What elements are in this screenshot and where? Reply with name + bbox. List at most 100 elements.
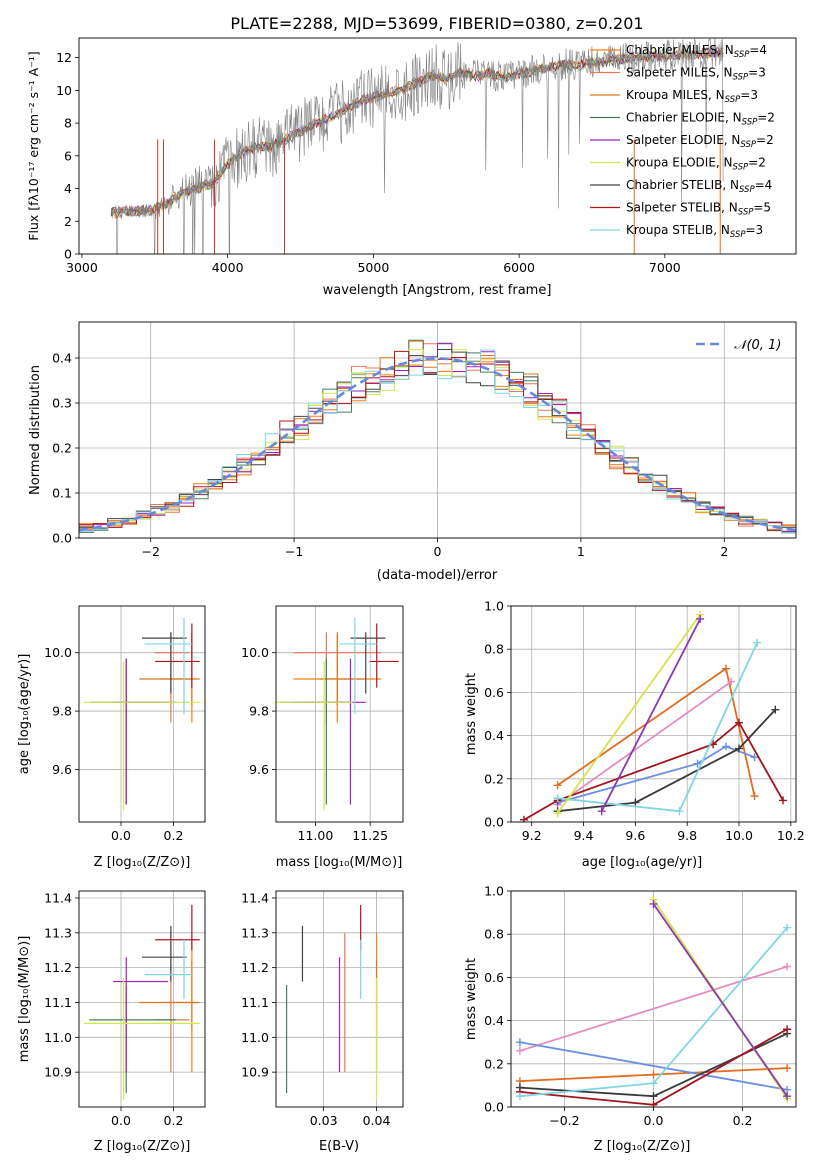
mass-weight-marker [771, 705, 780, 714]
mass-weight-line [557, 680, 732, 806]
mass-weight-marker [649, 1100, 658, 1107]
mass-weight-marker [553, 809, 562, 818]
mass-weight-marker [515, 1046, 524, 1055]
legend-label-main: Chabrier MILES, N [626, 43, 734, 57]
mass-vs-Z-ytick-label: 11.4 [44, 890, 72, 905]
weight-vs-age-xlabel: age [log₁₀(age/yr)] [582, 855, 703, 870]
mass-weight-marker [515, 1092, 524, 1101]
legend-label: Salpeter ELODIE, NSSP=2 [626, 133, 774, 150]
mass-weight-marker [722, 664, 731, 673]
weight-vs-Z-ytick-label: 0.2 [484, 1056, 504, 1071]
mass-vs-Z-ytick-label: 11.0 [44, 1030, 72, 1045]
mass-weight-marker [631, 798, 640, 807]
weight-vs-age-xtick-label: 10.2 [777, 828, 805, 843]
legend-label: Kroupa ELODIE, NSSP=2 [626, 156, 766, 173]
age-vs-Z-frame [78, 605, 206, 823]
mass-vs-Z-frame [78, 890, 206, 1108]
residuals-panel: −2 −1 0 1 2 0.0 0.1 0.2 0.3 0.4 𝒩(0, 1) [52, 321, 797, 559]
mass-vs-Z-xlabel: Z [log₁₀(Z/Z⊙)] [94, 1139, 191, 1154]
legend-label: Chabrier ELODIE, NSSP=2 [626, 111, 775, 128]
weight-vs-age-ytick-label: 0.6 [484, 685, 504, 700]
residuals-xlabel: (data-model)/error [377, 568, 498, 583]
mass-weight-marker [649, 1070, 658, 1079]
mass-weight-marker [675, 807, 684, 816]
age-vs-Z-ytick-label: 9.8 [52, 704, 72, 719]
spectrum-ytick-label: 12 [56, 50, 72, 65]
spectrum-ytick-label: 10 [56, 83, 72, 98]
mass-weight-marker [597, 807, 606, 816]
mass-weight-marker [649, 1092, 658, 1101]
mass-vs-ebv-plot-area [285, 904, 378, 1101]
legend-label-main: Salpeter STELIB, N [626, 201, 738, 215]
mass-weight-marker [515, 1038, 524, 1047]
weight-vs-Z-ytick-label: 0.8 [484, 927, 504, 942]
weight-vs-Z-xtick-label: 0.2 [733, 1113, 753, 1128]
spectrum-ytick-label: 0 [64, 247, 72, 262]
mass-vs-ebv-ytick-label: 11.3 [241, 925, 269, 940]
spectrum-xtick-label: 7000 [649, 260, 681, 275]
spectrum-xtick-label: 3000 [66, 260, 98, 275]
weight-vs-age-ytick-label: 0.8 [484, 642, 504, 657]
spectrum-ylabel: Flux [fλ10⁻¹⁷ erg cm⁻² s⁻¹ A⁻¹] [26, 51, 41, 240]
mass-weight-marker [727, 677, 736, 686]
residuals-ylabel: Normed distribution [28, 365, 43, 495]
weight-vs-age-xtick-label: 9.4 [574, 828, 594, 843]
observed-spectrum-line [110, 38, 724, 254]
age-vs-mass-ytick-label: 10.0 [241, 645, 269, 660]
mass-vs-Z-xtick-label: 0.2 [164, 1113, 184, 1128]
mass-weight-line [557, 667, 756, 797]
age-vs-mass-panel: 11.00 11.25 9.6 9.8 10.0 [241, 605, 404, 843]
legend-label-suffix: =3 [740, 88, 758, 102]
weight-vs-age-ytick-label: 1.0 [484, 599, 504, 614]
mass-vs-Z-xtick-label: 0.0 [111, 1113, 131, 1128]
legend-label-sub: SSP [725, 95, 741, 105]
legend-label-main: Salpeter MILES, N [626, 66, 733, 80]
weight-vs-Z-xlabel: Z [log₁₀(Z/Z⊙)] [594, 1139, 691, 1154]
mass-weight-marker [783, 1025, 792, 1034]
age-vs-mass-xtick-label: 11.25 [352, 828, 388, 843]
legend-label-sub: SSP [730, 230, 746, 240]
age-vs-mass-ytick-label: 9.8 [249, 704, 269, 719]
spectrum-ytick-label: 2 [64, 214, 72, 229]
mass-vs-Z-panel: 0.0 0.2 10.9 11.0 11.1 11.2 11.3 11.4 [44, 890, 206, 1128]
mass-vs-Z-ytick-label: 10.9 [44, 1065, 72, 1080]
mass-vs-ebv-xtick-label: 0.03 [310, 1113, 338, 1128]
legend-label-sub: SSP [733, 73, 749, 83]
spectrum-xlabel: wavelength [Angstrom, rest frame] [323, 283, 552, 298]
mass-weight-marker [783, 1064, 792, 1073]
weight-vs-age-panel: 9.2 9.4 9.6 9.8 10.0 10.2 0.0 0.2 0.4 0.6 0.8 1.0 [484, 599, 805, 844]
legend-label-sub: SSP [739, 185, 755, 195]
weight-vs-Z-panel: −0.2 0.0 0.2 0.0 0.2 0.4 0.6 0.8 1.0 [484, 884, 797, 1128]
spectrum-panel: 3000 4000 5000 6000 7000 0 2 4 6 8 10 12 Chabrier MI… [56, 37, 797, 275]
legend-label-main: Kroupa MILES, N [626, 88, 725, 102]
spectrum-ytick-label: 6 [64, 148, 72, 163]
legend-label: Salpeter MILES, NSSP=3 [626, 66, 766, 83]
weight-vs-age-xtick-label: 9.2 [522, 828, 542, 843]
legend-label-sub: SSP [738, 208, 754, 218]
weight-vs-age-xtick-label: 9.8 [677, 828, 697, 843]
residual-histogram [79, 349, 796, 538]
residuals-plot-area [79, 339, 796, 538]
weight-vs-Z-plot-area [515, 895, 792, 1107]
residuals-ytick-label: 0.2 [52, 441, 72, 456]
mass-weight-line [557, 709, 776, 813]
residuals-ytick-label: 0.4 [52, 351, 72, 366]
spectrum-xtick-label: 6000 [503, 260, 535, 275]
residuals-xtick-label: −2 [141, 544, 159, 559]
residuals-ytick-label: 0.1 [52, 486, 72, 501]
mass-weight-line [600, 618, 701, 812]
mass-vs-ebv-panel: 0.03 0.04 10.9 11.0 11.1 11.2 11.3 11.4 [241, 890, 404, 1128]
legend-label: Salpeter STELIB, NSSP=5 [626, 201, 771, 218]
weight-vs-age-xtick-label: 10.0 [725, 828, 753, 843]
age-vs-Z-xtick-label: 0.2 [164, 828, 184, 843]
mass-vs-Z-ytick-label: 11.2 [44, 960, 72, 975]
mass-vs-ebv-ytick-label: 11.0 [241, 1030, 269, 1045]
legend-label-suffix: =3 [748, 66, 766, 80]
age-vs-Z-xlabel: Z [log₁₀(Z/Z⊙)] [94, 855, 191, 870]
mass-weight-marker [750, 753, 759, 762]
mass-vs-ebv-ytick-label: 10.9 [241, 1065, 269, 1080]
mass-weight-marker [783, 923, 792, 932]
legend-label-sub: SSP [740, 140, 756, 150]
legend-label-suffix: =4 [755, 178, 773, 192]
